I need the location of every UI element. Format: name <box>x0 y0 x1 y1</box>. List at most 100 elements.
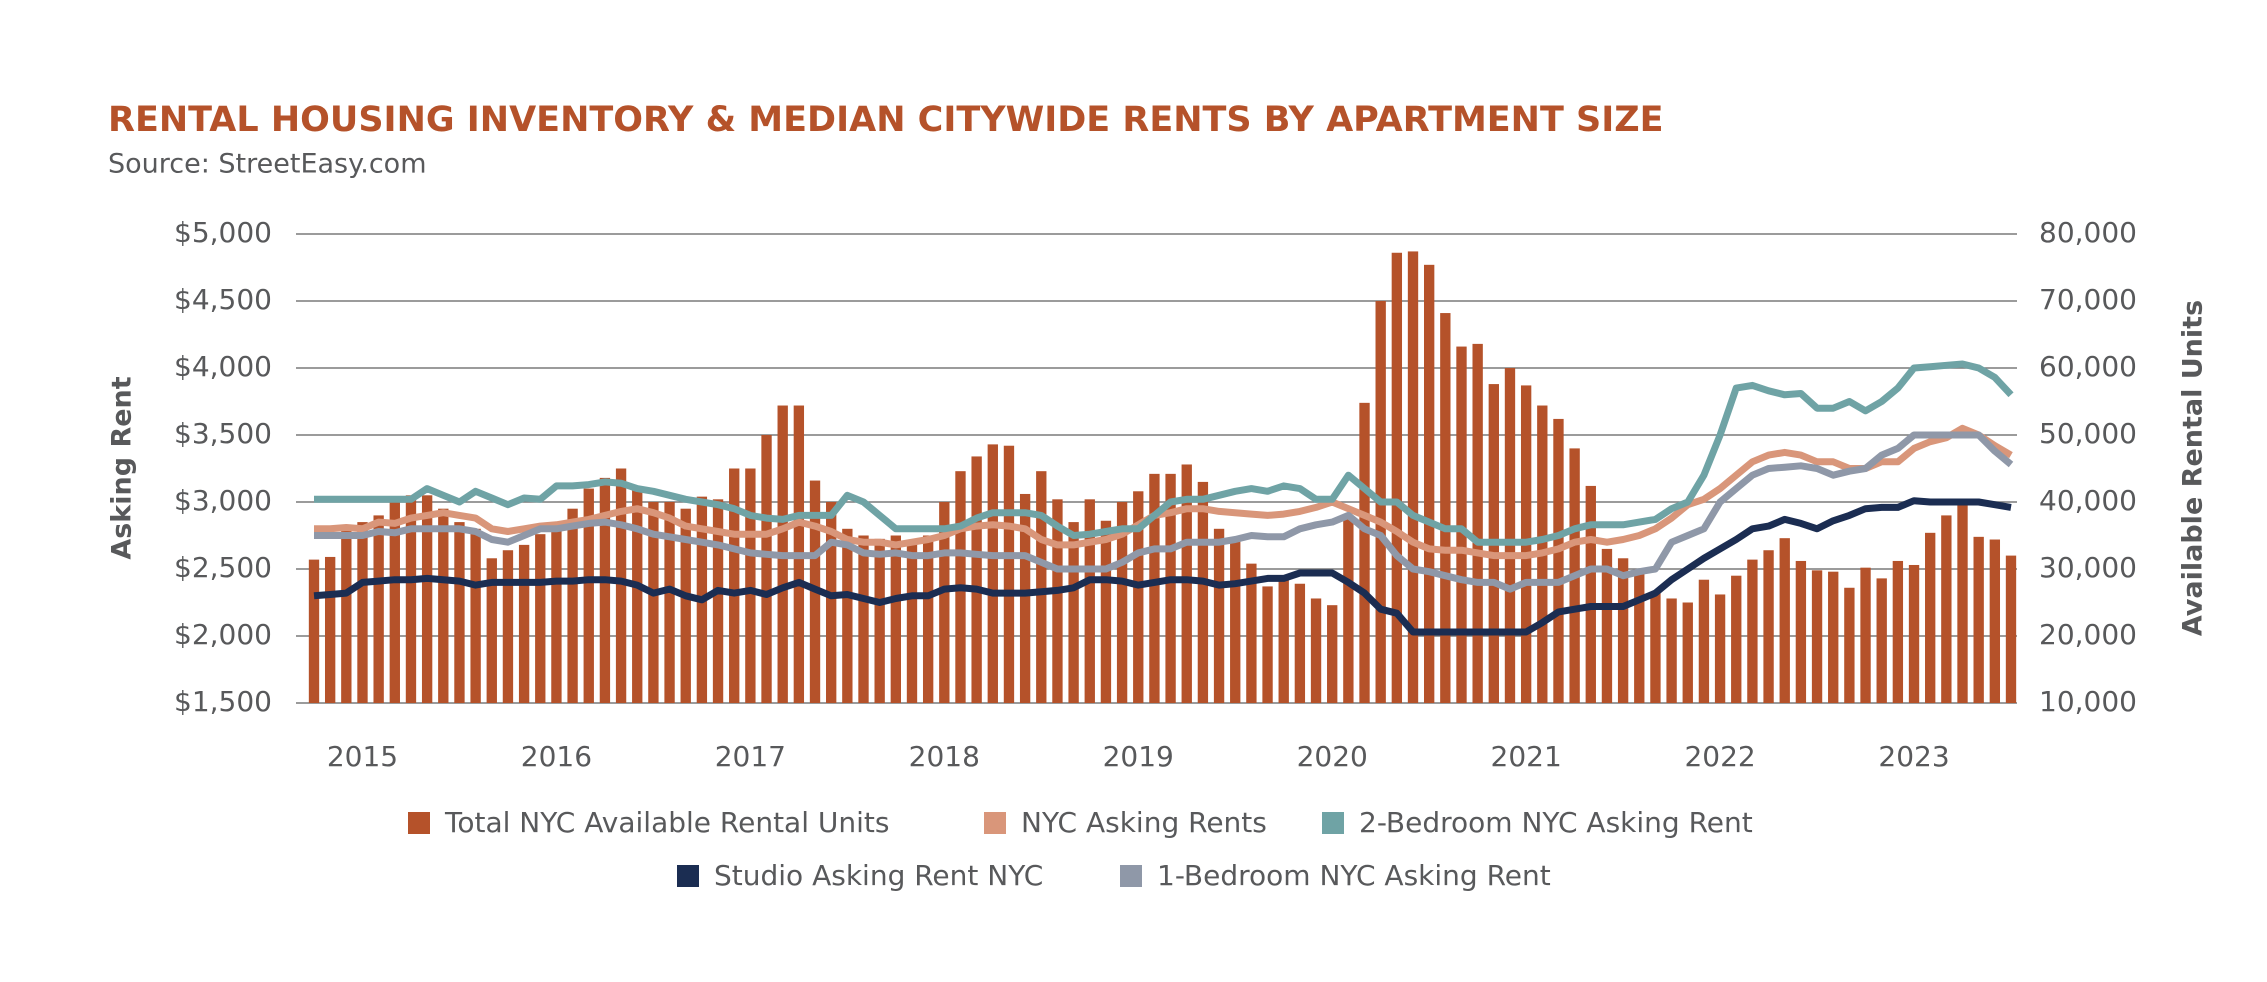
bar <box>1666 598 1677 703</box>
bar <box>1084 499 1095 703</box>
bar <box>1876 578 1887 703</box>
bar <box>987 444 998 703</box>
chart-subtitle: Source: StreetEasy.com <box>108 149 427 180</box>
x-tick-label: 2015 <box>327 740 398 773</box>
bar <box>632 488 643 703</box>
bar <box>1504 368 1516 703</box>
bar <box>922 535 934 703</box>
bar <box>1423 264 1435 703</box>
bar <box>1052 499 1063 703</box>
bar <box>745 468 756 703</box>
bar <box>1698 579 1710 703</box>
bar <box>324 556 336 703</box>
bar <box>454 522 465 703</box>
bar <box>2005 555 2017 703</box>
bar <box>1617 558 1629 703</box>
y2-tick-label: 70,000 <box>2039 283 2137 316</box>
bar <box>1957 503 1968 703</box>
bar <box>551 522 562 703</box>
bar <box>1133 491 1144 703</box>
bar <box>1860 567 1871 703</box>
bar <box>1359 402 1370 703</box>
bar <box>1811 570 1823 703</box>
bar <box>712 499 724 703</box>
x-tick-label: 2019 <box>1103 740 1174 773</box>
bar <box>438 508 449 703</box>
legend-swatch <box>677 865 699 887</box>
legend-swatch <box>408 812 430 834</box>
bar <box>1294 583 1306 703</box>
bar <box>729 468 740 703</box>
bar <box>1989 539 2001 703</box>
bar <box>939 502 950 703</box>
y2-tick-label: 50,000 <box>2039 417 2137 450</box>
legend-swatch <box>1322 812 1344 834</box>
legend-label: 1-Bedroom NYC Asking Rent <box>1157 859 1551 892</box>
bar <box>1731 575 1742 703</box>
bar <box>1262 586 1273 703</box>
bar <box>648 502 659 703</box>
bar <box>1747 559 1758 703</box>
bar <box>1036 471 1047 703</box>
line <box>314 431 2014 593</box>
legend-label: 2-Bedroom NYC Asking Rent <box>1359 806 1753 839</box>
x-tick-label: 2018 <box>909 740 980 773</box>
bar <box>664 502 675 703</box>
y2-tick-label: 40,000 <box>2039 484 2137 517</box>
bar <box>1149 473 1160 703</box>
bar <box>1391 252 1403 703</box>
legend-swatch <box>984 812 1006 834</box>
bar <box>486 558 497 703</box>
y-tick-label: $2,000 <box>174 618 272 651</box>
bar <box>567 508 578 703</box>
bar <box>761 435 772 703</box>
bar <box>1650 593 1661 703</box>
bar <box>357 522 368 703</box>
y-tick-label: $2,500 <box>174 551 272 584</box>
bar <box>1973 536 1984 703</box>
bar <box>421 495 433 703</box>
line <box>313 497 2012 636</box>
bar <box>1553 418 1564 703</box>
bar <box>1795 560 1807 703</box>
bar <box>971 456 982 703</box>
x-tick-label: 2020 <box>1297 740 1368 773</box>
bar <box>1246 563 1257 703</box>
bar <box>1165 473 1176 703</box>
bar <box>1892 560 1904 703</box>
bar <box>1003 445 1015 703</box>
bar <box>1585 485 1596 703</box>
bar <box>1213 528 1225 703</box>
bar <box>470 528 481 703</box>
bar <box>583 488 594 703</box>
line <box>314 424 2013 560</box>
bar <box>1908 564 1920 703</box>
bar <box>1068 522 1079 703</box>
bar <box>1278 575 1289 703</box>
bar <box>1343 515 1354 703</box>
legend-label: Total NYC Available Rental Units <box>444 806 889 839</box>
legend-label: Studio Asking Rent NYC <box>714 859 1043 892</box>
bar <box>1310 598 1322 703</box>
bar <box>341 528 352 703</box>
x-tick-label: 2022 <box>1684 740 1755 773</box>
bar <box>1682 602 1693 703</box>
bar <box>405 495 417 703</box>
bar <box>858 535 869 703</box>
y-tick-label: $4,500 <box>174 283 272 316</box>
bar <box>1230 539 1241 703</box>
legend-swatch <box>1120 865 1142 887</box>
bar <box>1828 571 1839 703</box>
y-tick-label: $5,000 <box>174 216 272 249</box>
y2-tick-label: 20,000 <box>2039 618 2137 651</box>
bar <box>1763 550 1774 703</box>
bar <box>1456 346 1467 703</box>
y2-tick-label: 30,000 <box>2039 551 2137 584</box>
x-tick-label: 2023 <box>1878 740 1949 773</box>
bar <box>680 508 691 703</box>
bar <box>1440 313 1451 703</box>
bar <box>842 528 853 703</box>
x-tick-label: 2021 <box>1491 740 1562 773</box>
y2-tick-label: 80,000 <box>2039 216 2137 249</box>
